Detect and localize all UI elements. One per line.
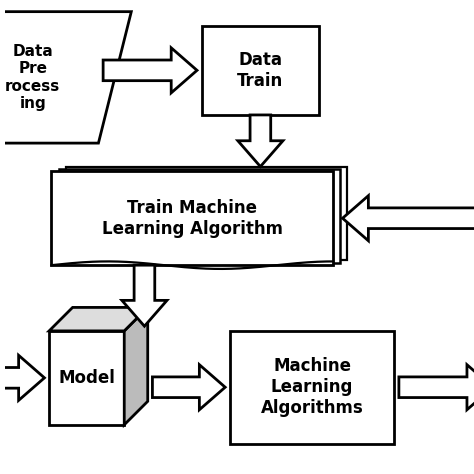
- Polygon shape: [122, 265, 167, 326]
- FancyBboxPatch shape: [49, 331, 124, 425]
- Text: Machine
Learning
Algorithms: Machine Learning Algorithms: [261, 357, 364, 417]
- Text: Data
Train: Data Train: [237, 51, 283, 90]
- Polygon shape: [49, 308, 148, 331]
- Text: Data
Pre
rocess
ing: Data Pre rocess ing: [5, 44, 60, 111]
- FancyBboxPatch shape: [65, 166, 347, 261]
- Polygon shape: [399, 365, 474, 410]
- Text: Model: Model: [58, 369, 115, 387]
- Polygon shape: [124, 308, 148, 425]
- Text: Train Machine
Learning Algorithm: Train Machine Learning Algorithm: [102, 199, 283, 237]
- FancyBboxPatch shape: [52, 171, 333, 265]
- Polygon shape: [0, 12, 131, 143]
- Polygon shape: [343, 196, 474, 241]
- Polygon shape: [153, 365, 225, 410]
- Polygon shape: [238, 115, 283, 166]
- FancyBboxPatch shape: [230, 331, 394, 444]
- Polygon shape: [103, 48, 197, 93]
- FancyBboxPatch shape: [202, 26, 319, 115]
- Polygon shape: [0, 356, 45, 401]
- FancyBboxPatch shape: [58, 169, 340, 263]
